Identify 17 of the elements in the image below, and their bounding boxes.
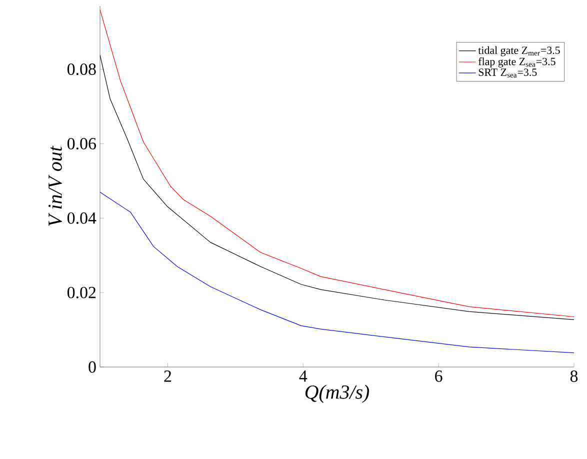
x-axis-title: Q(m3/s): [305, 384, 370, 403]
y-tick-label: 0: [88, 361, 96, 373]
line-series: [100, 9, 574, 318]
legend-label: flap gate Z$_{sea}$=3.5: [478, 57, 556, 68]
x-tick-label: 6: [435, 370, 442, 382]
y-axis-title: V in/V out: [48, 146, 62, 226]
x-tick-label: 8: [570, 370, 578, 382]
x-tick-label: 2: [164, 370, 172, 382]
legend-label: tidal gate Z$_{mer}$=3.5: [478, 46, 560, 56]
y-tick-label: 0.06: [67, 138, 96, 150]
x-tick-label: 4: [299, 370, 308, 382]
y-tick-label: 0.08: [67, 64, 96, 76]
line-series: [100, 54, 574, 320]
legend-label: SRT Z$_{sea}$=3.5: [478, 68, 537, 78]
line-series: [100, 192, 574, 354]
y-tick-label: 0.04: [67, 212, 96, 224]
y-tick-label: 0.02: [67, 286, 96, 298]
